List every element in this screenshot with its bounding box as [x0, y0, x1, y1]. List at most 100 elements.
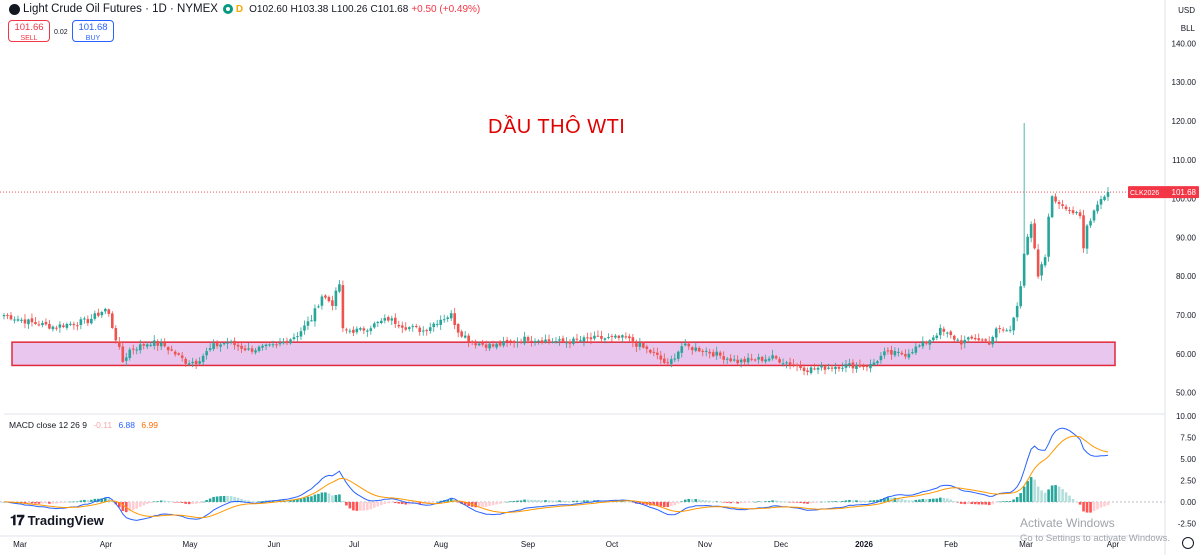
macd-histogram-bar — [750, 501, 753, 503]
macd-histogram-bar — [659, 501, 663, 507]
sell-label: SELL — [20, 35, 38, 42]
macd-histogram-bar — [138, 501, 142, 507]
candle-body — [893, 351, 897, 356]
candle-body — [663, 358, 666, 363]
macd-histogram-bar — [586, 500, 589, 502]
candle-body — [841, 367, 844, 369]
macd-name[interactable]: MACD close 12 26 9 — [9, 420, 87, 430]
macd-histogram-bar — [359, 501, 362, 511]
macd-histogram-bar — [551, 500, 554, 502]
candle-body — [1047, 216, 1050, 257]
candle-body — [987, 341, 991, 345]
candle-body — [918, 345, 921, 347]
candle-body — [124, 357, 128, 361]
macd-histogram-bar — [718, 501, 722, 503]
candle-body — [704, 350, 708, 352]
candle-body — [278, 343, 282, 345]
buy-button[interactable]: 101.68 BUY — [72, 20, 114, 42]
support-zone-rect — [11, 341, 1116, 367]
candle-body — [1068, 210, 1071, 212]
candle-body — [257, 346, 261, 351]
candle-body — [830, 367, 834, 369]
candle-body — [973, 337, 977, 340]
macd-histogram-bar — [1068, 495, 1071, 502]
candle-body — [264, 344, 268, 347]
candle-body — [37, 324, 41, 326]
macd-histogram-bar — [313, 494, 317, 502]
macd-histogram-bar — [795, 501, 799, 503]
candle-body — [6, 314, 9, 316]
chart-annotation-text[interactable]: DẦU THÔ WTI — [488, 116, 626, 138]
macd-histogram-bar — [212, 496, 215, 502]
macd-histogram-bar — [1040, 490, 1043, 502]
macd-histogram-bar — [191, 501, 194, 504]
candle-body — [236, 344, 240, 347]
candle-body — [624, 336, 628, 338]
candle-body — [925, 341, 928, 344]
macd-histogram-bar — [250, 501, 254, 502]
time-tick-label: Oct — [606, 540, 619, 549]
candle-body — [1054, 196, 1057, 202]
macd-histogram-bar — [963, 501, 967, 505]
macd-histogram-bar — [1099, 501, 1103, 508]
macd-histogram-bar — [652, 501, 656, 506]
candle-body — [104, 308, 107, 312]
macd-histogram-bar — [781, 501, 785, 503]
macd-histogram-bar — [292, 499, 296, 502]
macd-histogram-bar — [306, 496, 310, 502]
settings-gear-icon[interactable] — [1182, 537, 1194, 549]
macd-histogram-bar — [973, 501, 977, 505]
macd-histogram-bar — [792, 501, 795, 503]
candle-body — [76, 325, 79, 327]
macd-histogram-bar — [201, 501, 205, 503]
candle-body — [20, 319, 23, 321]
price-tick-label: 80.00 — [1176, 272, 1197, 281]
candle-body — [1043, 257, 1047, 266]
candle-body — [282, 341, 285, 344]
macd-histogram-bar — [1103, 501, 1106, 507]
candle-body — [649, 349, 652, 353]
candle-body — [792, 364, 795, 366]
macd-histogram-bar — [149, 501, 153, 503]
macd-histogram-bar — [886, 497, 890, 502]
macd-histogram-bar — [834, 501, 837, 502]
candle-body — [795, 364, 799, 366]
sell-button[interactable]: 101.66 SELL — [8, 20, 50, 42]
candle-body — [114, 328, 118, 341]
macd-histogram-bar — [1008, 501, 1012, 502]
macd-histogram-bar — [1054, 485, 1057, 502]
candle-body — [572, 338, 575, 344]
candle-body — [883, 351, 886, 356]
macd-legend: MACD close 12 26 9 -0.11 6.88 6.99 — [9, 420, 158, 430]
macd-histogram-bar — [121, 501, 125, 511]
last-price-symbol-tag — [1128, 186, 1169, 199]
macd-histogram-bar — [390, 501, 394, 503]
tradingview-logo[interactable]: 𝟏𝟕 TradingView — [10, 512, 104, 529]
candle-body — [642, 342, 645, 348]
macd-histogram-bar — [554, 500, 558, 502]
currency-label[interactable]: USD — [1178, 6, 1195, 15]
macd-histogram-bar — [865, 500, 869, 502]
candle-body — [945, 332, 949, 334]
candle-body — [414, 325, 418, 327]
candle-body — [488, 343, 491, 349]
macd-histogram-bar — [547, 500, 551, 502]
unit-label[interactable]: BLL — [1180, 24, 1195, 33]
macd-histogram-bar — [117, 501, 121, 508]
candle-body — [345, 329, 348, 331]
macd-histogram-bar — [669, 501, 673, 507]
time-tick-label: Aug — [434, 540, 448, 549]
macd-histogram-bar — [72, 501, 76, 503]
macd-histogram-bar — [697, 499, 701, 502]
macd-histogram-bar — [676, 501, 680, 504]
candle-body — [86, 319, 90, 324]
macd-histogram-bar — [428, 501, 432, 504]
candle-body — [516, 341, 519, 343]
candle-body — [956, 339, 960, 341]
symbol-title[interactable]: Light Crude Oil Futures · 1D · NYMEX — [23, 3, 218, 15]
macd-histogram-bar — [540, 500, 544, 502]
candle-body — [635, 343, 638, 347]
macd-histogram-bar — [872, 500, 876, 502]
macd-histogram-bar — [69, 501, 72, 503]
